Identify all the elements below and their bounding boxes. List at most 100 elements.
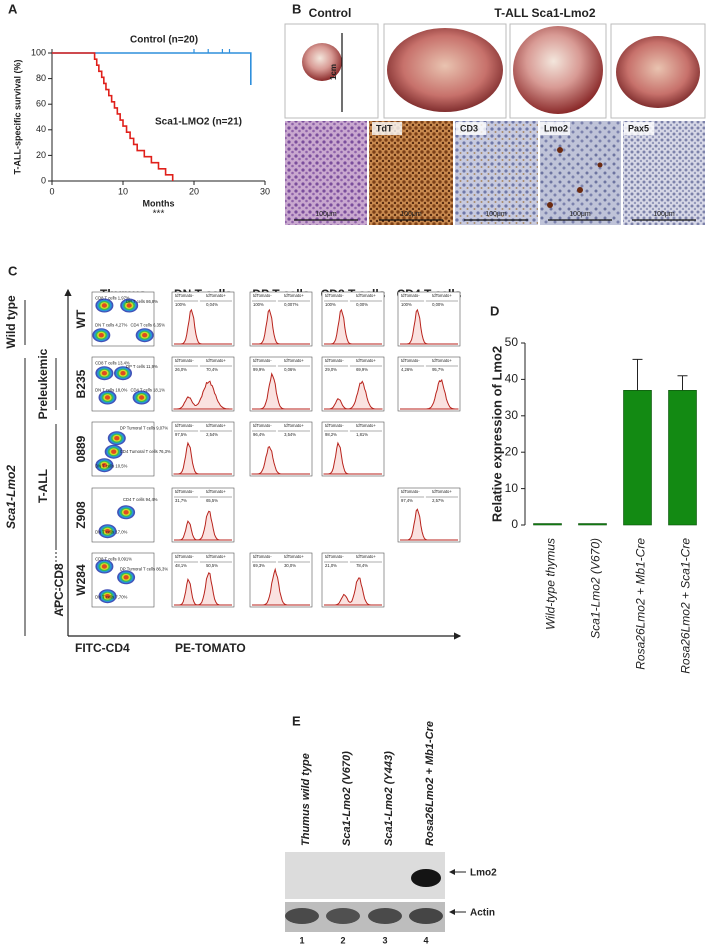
y-tick-label: 0 (41, 175, 46, 185)
x-tick-label: Rosa26Lmo2 + Mb1-Cre (634, 538, 648, 670)
band (326, 908, 360, 924)
percent-label: 99,9% (253, 367, 265, 372)
gate-label: CD8 T cells 13,4% (95, 361, 130, 366)
gate-label: tdTomato+ (432, 489, 452, 494)
gate-label: CD4 Tumoral T cells 76,3% (120, 449, 171, 454)
y-axis-label: T-ALL-specific survival (%) (12, 59, 22, 174)
tissue (302, 43, 342, 81)
gate-label: tdTomato- (253, 358, 272, 363)
stain-label-bg (540, 122, 570, 135)
dot-density (123, 510, 129, 515)
percent-label: 4,26% (401, 367, 413, 372)
group-label: Wild type (4, 295, 18, 349)
gate-label: tdTomato- (401, 489, 420, 494)
gate-label: tdTomato- (175, 489, 194, 494)
gate-label: tdTomato- (253, 293, 272, 298)
percent-label: 98,2% (325, 432, 337, 437)
dot-density (101, 303, 107, 308)
histogram-frame (397, 291, 461, 347)
y-tick-label: 40 (36, 124, 46, 134)
stain-dot (597, 162, 603, 168)
gate-label: tdTomato+ (284, 358, 304, 363)
tissue (513, 26, 603, 114)
row-label: B235 (74, 369, 88, 398)
percent-label: 0,04% (206, 302, 218, 307)
x-tick-label: Wild-type thymus (544, 538, 558, 630)
gate-label: tdTomato+ (206, 423, 226, 428)
percent-label: 30,0% (284, 563, 296, 568)
gate-label: tdTomato- (253, 423, 272, 428)
scale-label: 100μm (315, 211, 337, 218)
dot-density (120, 371, 126, 376)
percent-label: 0,00% (432, 302, 444, 307)
histogram-frame (321, 421, 385, 477)
panel-label: C (8, 263, 18, 278)
gate-label: tdTomato+ (206, 554, 226, 559)
lane-label: Sca1-Lmo2 (V670) (341, 751, 353, 846)
stain-label: TdT (376, 123, 393, 133)
bar (533, 523, 562, 526)
lane-number: 2 (340, 935, 345, 945)
gate-label: DP T cells 11,9% (126, 364, 158, 369)
gate-label: CD4 T cells 94,4% (123, 497, 158, 502)
histogram-frame (321, 356, 385, 412)
dot-density (111, 449, 117, 454)
y-tick-label: 10 (505, 481, 519, 495)
panel-label: A (8, 1, 18, 16)
band-label: Actin (470, 908, 495, 919)
x-tick-label: 30 (260, 186, 270, 196)
histogram (174, 308, 232, 345)
dot-density (104, 594, 111, 599)
micrograph (455, 121, 538, 225)
column-title: Control (309, 6, 352, 20)
micrograph (369, 121, 453, 225)
histogram (400, 378, 459, 410)
gate-label: tdTomato- (175, 358, 194, 363)
percent-label: 2,54% (206, 432, 218, 437)
stain-label: Pax5 (628, 123, 649, 133)
axis-label: FITC-CD4 (75, 641, 130, 655)
lane-label: Sca1-Lmo2 (Y443) (383, 751, 395, 846)
percent-label: 0,06% (284, 367, 296, 372)
row-label: 0889 (74, 435, 88, 462)
lane-number: 1 (299, 935, 304, 945)
percent-label: 0,00% (356, 302, 368, 307)
stain-label-bg (372, 122, 402, 135)
stain-dot (547, 202, 553, 208)
dot-density (142, 333, 148, 338)
histogram (324, 577, 382, 606)
scale-label: 100μm (569, 211, 591, 218)
legend-label: Sca1-LMO2 (n=21) (155, 117, 242, 128)
column-title: T-ALL Sca1-Lmo2 (494, 6, 595, 20)
percent-label: 50,5% (206, 563, 218, 568)
scale-label: 1cm (329, 64, 338, 80)
dot-density (114, 436, 120, 441)
histogram (174, 572, 232, 606)
histogram (173, 441, 232, 475)
dot-density (104, 529, 111, 534)
stain-dot (557, 147, 563, 153)
gate-label: CD8 T cells 0,091% (95, 557, 132, 562)
axis-label: APC-CD8 (52, 563, 66, 617)
y-tick-label: 40 (505, 372, 519, 386)
histogram (400, 308, 458, 345)
gate-label: tdTomato+ (356, 358, 376, 363)
percent-label: 0,007% (284, 302, 298, 307)
x-tick-label: 10 (118, 186, 128, 196)
band (285, 908, 319, 924)
y-tick-label: 20 (505, 444, 519, 458)
gate-label: CD4 T cells 6,35% (130, 323, 165, 328)
row-label: W284 (74, 564, 88, 596)
percent-label: 69,9% (356, 367, 368, 372)
histogram (252, 567, 310, 606)
gate-label: tdTomato- (175, 423, 194, 428)
histogram-frame (249, 356, 313, 412)
gate-label: tdTomato+ (206, 489, 226, 494)
band (411, 869, 441, 887)
histogram (252, 308, 310, 345)
stain-dot (577, 187, 583, 193)
percent-label: 26,0% (175, 367, 187, 372)
tissue (616, 36, 700, 108)
histogram (323, 441, 382, 475)
